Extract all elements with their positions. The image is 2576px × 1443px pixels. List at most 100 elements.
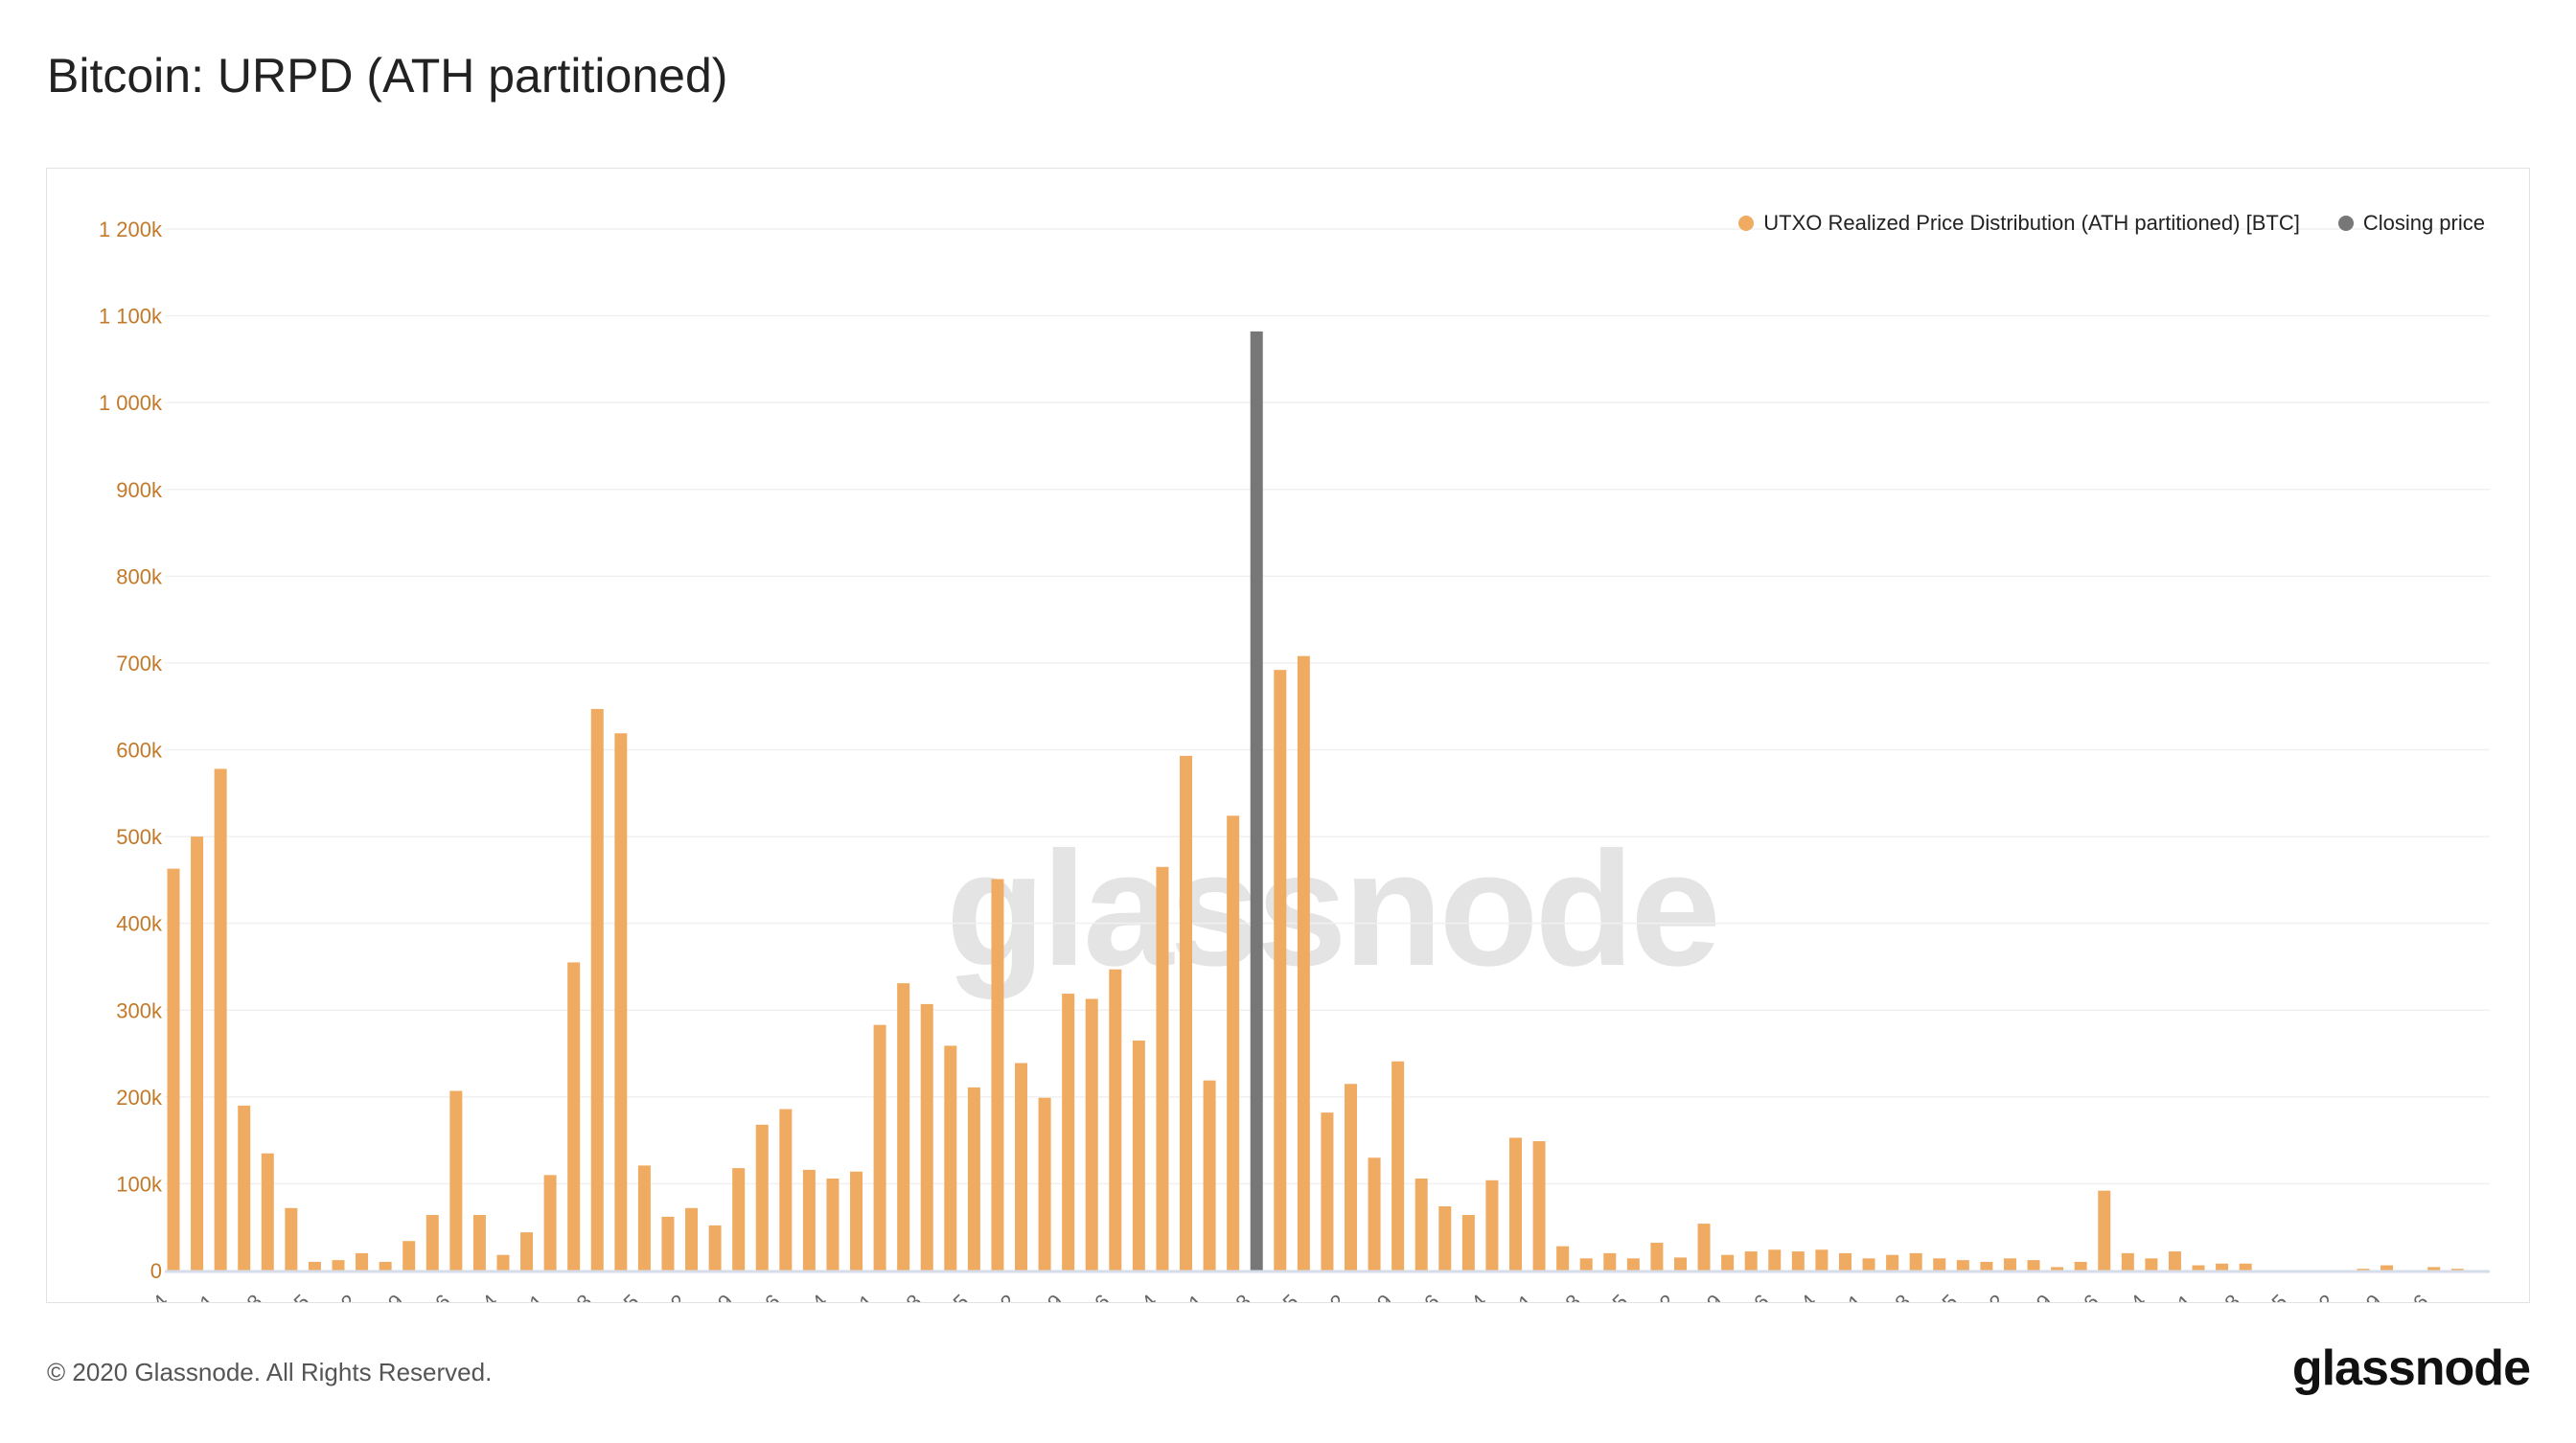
urpd-bar	[1697, 1224, 1711, 1271]
x-tick-label: 32	[328, 1290, 361, 1303]
urpd-bar	[2121, 1252, 2134, 1271]
legend-item-closing-price[interactable]: Closing price	[2337, 211, 2485, 236]
x-tick-label: 39	[2353, 1290, 2386, 1303]
urpd-bar	[2427, 1267, 2441, 1271]
urpd-bar	[826, 1178, 840, 1271]
urpd-bar	[214, 768, 227, 1271]
y-tick-label: 900k	[116, 478, 163, 502]
urpd-bar	[1062, 994, 1075, 1271]
urpd-bar	[1180, 755, 1193, 1271]
urpd-bar	[1345, 1084, 1357, 1271]
urpd-bar	[1933, 1258, 1946, 1271]
urpd-bar	[2168, 1251, 2181, 1271]
bar-chart: 0 100k 200k 300k 400k 500k 600k 700k 800k 900k 1 0…	[99, 218, 2490, 1303]
x-tick-label: 11	[847, 1290, 880, 1303]
urpd-bar	[1650, 1243, 1664, 1271]
urpd-bar	[379, 1261, 392, 1271]
urpd-bar	[1227, 815, 1240, 1271]
x-tick-label: 04	[2117, 1290, 2150, 1303]
x-tick-label: 32	[1646, 1290, 1680, 1303]
urpd-bar	[967, 1087, 980, 1271]
urpd-bar	[1721, 1254, 1735, 1271]
urpd-bar	[356, 1252, 369, 1271]
x-tick-label: 82	[1976, 1290, 2010, 1303]
x-tick-label: 68	[1223, 1290, 1256, 1303]
urpd-bar	[2098, 1190, 2111, 1271]
y-tick-label: 0	[150, 1259, 162, 1283]
x-tick-label: 82	[657, 1290, 691, 1303]
y-tick-label: 1 200k	[99, 218, 163, 241]
closing-price-bar	[1250, 331, 1263, 1271]
urpd-bar	[167, 868, 180, 1271]
urpd-bar	[2192, 1265, 2205, 1271]
urpd-bar	[1438, 1205, 1452, 1271]
urpd-bar	[1556, 1246, 1570, 1271]
x-tick-label: 61	[1835, 1290, 1869, 1303]
urpd-bar	[1673, 1257, 1687, 1271]
x-tick-label: 11	[188, 1290, 220, 1303]
urpd-bar	[1368, 1157, 1381, 1271]
x-tick-label: 54	[1787, 1290, 1821, 1303]
y-tick-label: 500k	[116, 825, 163, 849]
x-tick-label: 18	[1552, 1290, 1586, 1303]
x-tick-label: 25	[2259, 1290, 2292, 1303]
x-tick-label: 25	[281, 1290, 314, 1303]
urpd-bar	[1414, 1178, 1428, 1271]
y-tick-label: 1 100k	[99, 305, 163, 329]
x-tick-label: 68	[1882, 1290, 1916, 1303]
y-tick-label: 300k	[116, 998, 163, 1022]
x-tick-label: 89	[1364, 1290, 1397, 1303]
urpd-bar	[1815, 1249, 1828, 1271]
urpd-bar	[1744, 1251, 1758, 1271]
x-tick-label: 75	[1270, 1290, 1303, 1303]
urpd-bar	[732, 1168, 746, 1271]
urpd-bar	[2074, 1261, 2087, 1271]
urpd-bar	[1485, 1180, 1499, 1271]
urpd-bar	[1015, 1063, 1028, 1271]
y-tick-label: 100k	[116, 1172, 163, 1196]
urpd-bar	[1203, 1080, 1216, 1271]
x-tick-label: 54	[470, 1290, 503, 1303]
x-tick-label: 68	[564, 1290, 597, 1303]
legend: UTXO Realized Price Distribution (ATH pa…	[1738, 211, 2485, 236]
urpd-bar	[1838, 1252, 1852, 1271]
urpd-bar	[779, 1109, 793, 1271]
urpd-bar	[402, 1241, 416, 1271]
urpd-bar	[1532, 1141, 1546, 1271]
urpd-bar	[2216, 1263, 2229, 1271]
urpd-bar	[332, 1260, 345, 1271]
x-tick-label: 54	[1128, 1290, 1162, 1303]
x-tick-label: 25	[940, 1290, 974, 1303]
urpd-bar	[2239, 1263, 2252, 1271]
x-tick-label: 39	[375, 1290, 408, 1303]
urpd-bar	[1508, 1137, 1522, 1271]
urpd-bar	[1297, 655, 1310, 1271]
urpd-bar	[1956, 1260, 1969, 1271]
urpd-bar	[520, 1232, 534, 1271]
x-tick-label: 39	[1693, 1290, 1727, 1303]
urpd-bar	[543, 1175, 557, 1271]
urpd-bar	[1886, 1254, 1899, 1271]
urpd-bar	[567, 962, 581, 1271]
urpd-bar	[285, 1207, 298, 1271]
urpd-bar	[191, 836, 204, 1271]
x-tick-label: 46	[1081, 1290, 1115, 1303]
urpd-bar	[1038, 1097, 1051, 1271]
x-tick-label: 89	[704, 1290, 738, 1303]
x-tick-label: 04	[140, 1290, 173, 1303]
x-tick-label: 96	[751, 1290, 785, 1303]
x-tick-label: 89	[2023, 1290, 2057, 1303]
x-tick-label: 18	[893, 1290, 927, 1303]
urpd-bar	[1626, 1258, 1640, 1271]
x-tick-label: 46	[422, 1290, 455, 1303]
x-tick-label: 32	[2306, 1290, 2339, 1303]
x-tick-label: 18	[234, 1290, 267, 1303]
legend-item-urpd[interactable]: UTXO Realized Price Distribution (ATH pa…	[1738, 211, 2300, 236]
legend-label: UTXO Realized Price Distribution (ATH pa…	[1763, 211, 2300, 235]
urpd-bar	[2450, 1269, 2464, 1271]
urpd-bar	[991, 879, 1004, 1271]
urpd-bar	[637, 1165, 651, 1271]
urpd-bar	[1109, 969, 1122, 1271]
x-tick-label: 75	[610, 1290, 644, 1303]
x-tick-label: 46	[2400, 1290, 2433, 1303]
